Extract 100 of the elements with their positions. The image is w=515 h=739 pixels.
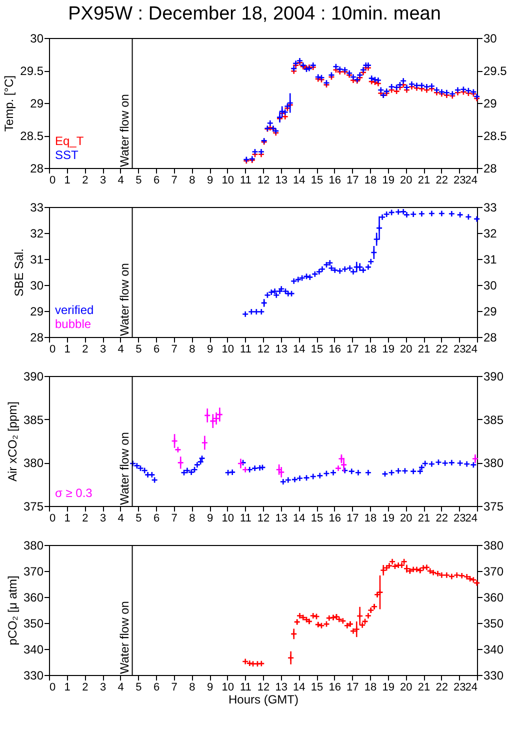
y-tick-label: 29 <box>30 96 44 110</box>
x-tick-label: 24 <box>465 344 478 356</box>
x-tick-label: 23 <box>454 682 466 694</box>
y-axis-title: Air xCO₂ [ppm] <box>5 401 20 482</box>
y2-tick-label: 28.5 <box>484 129 508 143</box>
x-tick-label: 4 <box>118 512 124 524</box>
y-tick-label: 370 <box>23 564 44 578</box>
ref-line-label: Water flow on <box>117 263 132 336</box>
x-tick-label: 20 <box>400 682 412 694</box>
y2-tick-label: 28 <box>484 330 498 344</box>
y-tick-label: 32 <box>30 226 44 240</box>
y-tick-label: 29.5 <box>20 64 44 78</box>
y-tick-label: 350 <box>23 616 44 630</box>
x-tick-label: 22 <box>436 682 448 694</box>
x-tick-label: 5 <box>136 344 142 356</box>
x-tick-label: 1 <box>64 512 70 524</box>
x-tick-label: 20 <box>400 344 412 356</box>
y2-tick-label: 32 <box>484 226 498 240</box>
y2-tick-label: 385 <box>484 412 504 427</box>
legend-label: bubble <box>55 317 92 331</box>
x-tick-label: 0 <box>50 344 56 356</box>
y2-tick-label: 29 <box>484 96 498 110</box>
y2-tick-label: 390 <box>484 370 504 384</box>
x-tick-label: 0 <box>50 682 56 694</box>
x-tick-label: 16 <box>328 682 341 694</box>
x-tick-label: 10 <box>222 682 234 694</box>
x-tick-label: 7 <box>171 174 178 186</box>
text: SST <box>55 148 80 162</box>
x-tick-label: 13 <box>275 344 288 356</box>
x-tick-label: 13 <box>275 512 288 524</box>
x-tick-label: 19 <box>382 682 394 694</box>
x-tick-label: 16 <box>328 344 341 356</box>
x-tick-label: 3 <box>100 682 106 694</box>
y-tick-label: 330 <box>23 668 44 682</box>
x-tick-label: 17 <box>346 512 359 524</box>
x-tick-label: 18 <box>364 512 377 524</box>
x-tick-label: 12 <box>257 512 270 524</box>
ref-line-label: Water flow on <box>117 94 132 167</box>
y2-tick-label: 350 <box>484 616 504 630</box>
y2-tick-label: 28 <box>484 162 498 176</box>
x-tick-label: 16 <box>328 174 341 186</box>
x-tick-label: 21 <box>418 174 430 186</box>
y-axis-title: SBE Sal. <box>12 248 26 297</box>
x-tick-label: 8 <box>189 512 196 524</box>
x-axis-title: Hours (GMT) <box>228 692 298 706</box>
x-tick-label: 10 <box>222 174 234 186</box>
x-tick-label: 2 <box>82 344 88 356</box>
y-tick-label: 340 <box>23 642 44 656</box>
text: σ ≥ 0.3 <box>55 486 93 500</box>
y2-tick-label: 380 <box>484 456 504 470</box>
x-tick-label: 6 <box>153 682 160 694</box>
x-tick-label: 14 <box>293 512 306 524</box>
x-tick-label: 11 <box>240 174 252 186</box>
x-tick-label: 0 <box>50 512 56 524</box>
x-tick-label: 13 <box>275 682 288 694</box>
y2-tick-label: 360 <box>484 590 504 604</box>
x-tick-label: 11 <box>240 512 252 524</box>
x-tick-label: 0 <box>50 174 56 186</box>
x-tick-label: 9 <box>206 174 214 186</box>
x-tick-label: 22 <box>436 174 448 186</box>
y2-tick-label: 330 <box>484 668 504 682</box>
x-tick-label: 9 <box>206 512 214 524</box>
ref-line-label: Water flow on <box>117 432 132 505</box>
x-tick-label: 9 <box>206 682 214 694</box>
y-tick-label: 30 <box>30 32 44 46</box>
y-axis-title: Temp. [°C] <box>2 75 16 132</box>
y2-tick-label: 31 <box>484 252 498 266</box>
x-tick-label: 19 <box>382 512 394 524</box>
y-tick-label: 28.5 <box>20 129 44 143</box>
x-tick-label: 24 <box>465 174 478 186</box>
x-tick-label: 2 <box>82 682 88 694</box>
y-tick-label: 33 <box>30 200 44 214</box>
y-axis-title: pCO₂ [μ atm] <box>5 576 20 646</box>
x-tick-label: 1 <box>64 344 70 356</box>
x-tick-label: 3 <box>100 174 106 186</box>
x-tick-label: 6 <box>153 344 160 356</box>
x-tick-label: 5 <box>136 512 142 524</box>
x-tick-label: 8 <box>189 344 196 356</box>
x-tick-label: 4 <box>118 174 124 186</box>
x-tick-label: 14 <box>293 682 306 694</box>
y2-tick-label: 375 <box>484 500 504 514</box>
x-tick-label: 18 <box>364 174 377 186</box>
y-tick-label: 380 <box>23 456 44 470</box>
x-tick-label: 15 <box>310 512 324 524</box>
x-tick-label: 23 <box>454 512 466 524</box>
ref-line-label: Water flow on <box>117 601 132 674</box>
x-tick-label: 6 <box>153 512 160 524</box>
x-tick-label: 12 <box>257 344 270 356</box>
x-tick-label: 20 <box>400 512 412 524</box>
x-tick-label: 12 <box>257 682 270 694</box>
x-tick-label: 9 <box>206 344 214 356</box>
x-tick-label: 15 <box>310 682 324 694</box>
y-tick-label: 28 <box>30 162 44 176</box>
x-tick-label: 19 <box>382 344 394 356</box>
y-tick-label: 30 <box>30 278 44 292</box>
y-tick-label: 390 <box>23 370 44 384</box>
y2-tick-label: 380 <box>484 538 504 552</box>
y-tick-label: 385 <box>23 412 44 427</box>
x-tick-label: 20 <box>400 174 412 186</box>
y2-tick-label: 340 <box>484 642 504 656</box>
